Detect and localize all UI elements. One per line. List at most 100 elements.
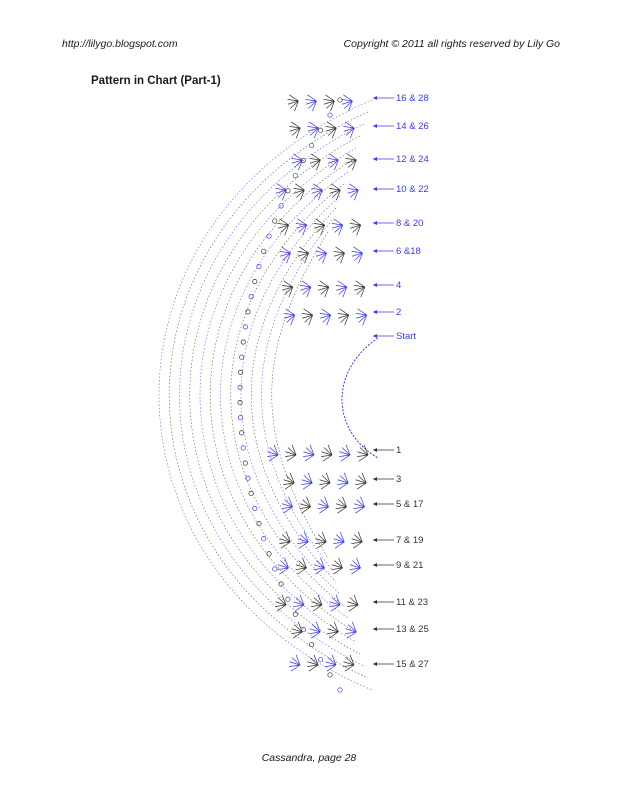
stitch-cluster — [351, 531, 363, 549]
stitch-mark — [326, 314, 331, 326]
picot-mark — [256, 521, 262, 527]
stitch-mark — [281, 246, 291, 254]
stitch-mark — [282, 252, 291, 261]
stitch-mark — [283, 482, 295, 485]
stitch-mark — [336, 252, 345, 261]
picot-mark — [242, 460, 248, 466]
stitch-mark — [296, 224, 307, 229]
stitch-cluster — [293, 594, 305, 612]
stitch-mark — [309, 631, 321, 634]
label-arrowhead — [373, 187, 377, 191]
stitch-mark — [319, 479, 331, 484]
stitch-mark — [339, 531, 345, 543]
picot-mark — [238, 415, 244, 421]
stitch-mark — [291, 631, 303, 634]
stitch-mark — [331, 223, 343, 226]
stitch-cluster — [297, 531, 309, 549]
stitch-mark — [350, 224, 361, 229]
stitch-cluster — [281, 280, 294, 298]
picot-mark — [317, 657, 324, 663]
stitch-mark — [280, 541, 291, 549]
stitch-mark — [317, 594, 323, 606]
stitch-cluster — [355, 472, 367, 490]
stitch-mark — [287, 447, 297, 456]
stitch-mark — [320, 499, 329, 508]
stitch-mark — [351, 218, 361, 226]
stitch-mark — [289, 126, 301, 129]
stitch-mark — [302, 314, 313, 319]
stitch-mark — [311, 188, 323, 191]
stitch-mark — [355, 313, 367, 316]
stitch-mark — [268, 454, 279, 462]
stitch-mark — [308, 314, 313, 326]
stitch-mark — [320, 224, 325, 236]
picot-mark — [240, 445, 246, 451]
dotted-row-arc — [158, 99, 373, 691]
stitch-mark — [330, 604, 341, 612]
stitch-mark — [322, 314, 331, 323]
stitch-mark — [337, 506, 347, 514]
stitch-mark — [299, 534, 309, 543]
stitch-mark — [282, 286, 293, 291]
stitch-mark — [313, 654, 319, 666]
stitch-mark — [333, 218, 343, 226]
picot-mark — [327, 672, 333, 678]
stitch-mark — [343, 664, 355, 667]
picot-mark — [237, 384, 243, 390]
stitch-mark — [284, 224, 289, 236]
stitch-mark — [284, 482, 295, 490]
stitch-cluster — [345, 153, 357, 171]
stitch-mark — [345, 158, 357, 161]
stitch-mark — [276, 604, 287, 612]
stitch-mark — [277, 567, 289, 570]
stitch-mark — [339, 308, 349, 316]
stitch-mark — [297, 538, 309, 543]
stitch-mark — [327, 631, 339, 634]
stitch-cluster — [351, 246, 363, 264]
stitch-mark — [327, 444, 333, 456]
stitch-mark — [297, 251, 309, 254]
start-ring — [341, 337, 379, 459]
stitch-mark — [279, 252, 291, 257]
page-footer: Cassandra, page 28 — [261, 752, 357, 764]
stitch-mark — [284, 314, 295, 319]
stitch-cluster — [275, 183, 287, 201]
row-label: 15 & 27 — [396, 659, 429, 670]
stitch-mark — [317, 246, 327, 254]
stitch-mark — [335, 594, 341, 606]
stitch-mark — [355, 506, 365, 514]
stitch-mark — [337, 482, 349, 485]
stitch-mark — [328, 631, 339, 639]
stitch-cluster — [319, 472, 331, 490]
picot-mark — [337, 97, 343, 103]
stitch-mark — [344, 100, 353, 109]
stitch-mark — [292, 631, 303, 639]
stitch-cluster — [311, 183, 323, 201]
stitch-mark — [304, 252, 309, 264]
stitch-mark — [325, 94, 335, 102]
stitch-mark — [320, 286, 330, 295]
stitch-mark — [288, 286, 294, 298]
stitch-mark — [313, 223, 325, 226]
stitch-mark — [301, 479, 313, 484]
stitch-cluster — [295, 557, 307, 575]
stitch-mark — [310, 631, 321, 639]
row-label: 9 & 21 — [396, 560, 423, 571]
stitch-mark — [322, 252, 327, 264]
stitch-cluster — [347, 183, 359, 201]
stitch-mark — [279, 538, 291, 543]
stitch-cluster — [277, 218, 289, 236]
stitch-mark — [277, 564, 289, 569]
stitch-mark — [288, 496, 293, 508]
stitch-cluster — [325, 121, 337, 139]
stitch-mark — [317, 285, 329, 288]
stitch-cluster — [327, 153, 339, 171]
stitch-cluster — [309, 621, 321, 639]
stitch-mark — [343, 126, 355, 129]
stitch-mark — [342, 286, 348, 298]
stitch-mark — [347, 601, 359, 606]
stitch-cluster — [341, 94, 353, 112]
stitch-mark — [311, 189, 323, 194]
stitch-mark — [293, 624, 303, 633]
picot-mark — [272, 218, 278, 224]
